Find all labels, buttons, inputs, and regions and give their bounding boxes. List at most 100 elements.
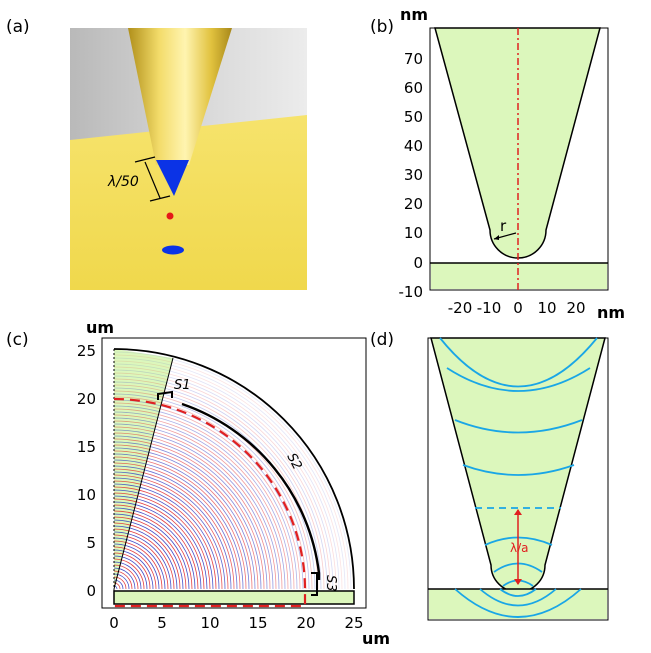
- gold-surface: [70, 115, 307, 290]
- fringe-ring: [114, 537, 166, 589]
- b-xtick: -10: [477, 299, 502, 317]
- panel-d: (d) λ/a: [370, 330, 609, 621]
- d-field-line: [462, 464, 575, 476]
- fringe-ring: [114, 480, 223, 589]
- fringe-ring: [114, 579, 124, 589]
- b-xtick: -20: [448, 299, 473, 317]
- fringe-ring: [114, 570, 133, 589]
- fringe-ring: [114, 546, 157, 589]
- gold-tip: [128, 28, 232, 165]
- fringe-ring: [114, 459, 244, 589]
- fringe-ring: [114, 426, 277, 589]
- b-radius-arrowhead: [494, 235, 499, 240]
- fringe-ring: [114, 423, 280, 589]
- c-ytick: 20: [77, 390, 96, 408]
- c-dashed-boundary: [113, 397, 307, 608]
- b-xtick: 10: [537, 299, 556, 317]
- fringe-ring: [114, 522, 181, 589]
- fringe-ring: [114, 582, 121, 589]
- fringe-ring: [114, 417, 286, 589]
- c-label-s3: S3: [323, 575, 338, 592]
- fringe-ring: [114, 381, 322, 589]
- fringe-ring: [114, 543, 160, 589]
- fringe-ring: [114, 504, 199, 589]
- fringe-ring: [114, 369, 334, 589]
- fringe-ring: [114, 408, 295, 589]
- fringe-ring: [114, 435, 268, 589]
- c-xtick: 20: [296, 614, 315, 632]
- fringe-ring: [114, 453, 250, 589]
- c-y-unit: um: [86, 318, 114, 337]
- fringe-ring: [114, 501, 202, 589]
- fringe-ring: [114, 363, 340, 589]
- c-ytick: 0: [86, 582, 96, 600]
- fringe-ring: [114, 492, 211, 589]
- fringe-ring: [114, 519, 184, 589]
- fringe-ring: [114, 432, 271, 589]
- b-y-unit: nm: [400, 5, 428, 24]
- tip-apex: [156, 160, 189, 196]
- c-xtick: 15: [248, 614, 267, 632]
- c-path-s2: [181, 402, 321, 580]
- panel-a-label: (a): [6, 17, 30, 37]
- fringe-ring: [114, 402, 301, 589]
- c-ytick: 10: [77, 486, 96, 504]
- fringe-ring: [114, 549, 154, 589]
- d-field-line: [479, 588, 557, 607]
- c-tip-edge: [113, 357, 174, 590]
- d-marker-arrow-down: [514, 579, 522, 585]
- fringe-ring: [114, 351, 352, 589]
- b-ytick: 60: [404, 79, 423, 97]
- fringe-ring: [114, 396, 307, 589]
- b-xtick: 20: [566, 299, 585, 317]
- d-field-lines: [439, 337, 598, 618]
- fringe-ring: [114, 474, 229, 589]
- d-field-line: [454, 419, 583, 434]
- d-field-line: [454, 588, 582, 618]
- fringe-ring: [114, 516, 187, 589]
- fringe-ring: [114, 477, 226, 589]
- fringe-ring: [114, 489, 214, 589]
- b-radius-label: r: [500, 217, 507, 235]
- lambda-50-label: λ/50: [107, 174, 139, 190]
- fringe-ring: [114, 576, 127, 589]
- d-field-line: [446, 367, 591, 392]
- fringe-ring: [114, 414, 289, 589]
- d-substrate: [429, 589, 607, 619]
- fringe-ring: [114, 495, 208, 589]
- fringe-ring: [114, 465, 238, 589]
- c-label-s2: S2: [283, 451, 304, 473]
- d-wavelength-label: λ/a: [510, 541, 529, 555]
- fringe-ring: [114, 399, 304, 589]
- fringe-ring: [114, 411, 292, 589]
- c-xtick: 0: [109, 614, 119, 632]
- c-bracket-s1: [157, 390, 173, 400]
- fringe-ring: [114, 573, 130, 589]
- c-ytick: 5: [86, 534, 96, 552]
- c-bracket-s3: [311, 572, 318, 596]
- blue-spot: [162, 245, 184, 255]
- panel-b-label: (b): [370, 17, 394, 37]
- fringe-ring: [114, 528, 175, 589]
- b-x-unit: nm: [597, 303, 625, 322]
- fringe-ring: [114, 507, 196, 589]
- fringe-ring: [114, 513, 190, 589]
- c-xtick: 10: [200, 614, 219, 632]
- fringe-ring: [114, 405, 298, 589]
- fringe-ring: [114, 444, 259, 589]
- b-ytick: 20: [404, 195, 423, 213]
- fringe-ring: [114, 525, 178, 589]
- fringe-ring: [114, 531, 172, 589]
- panel-c-label: (c): [6, 330, 29, 350]
- fringe-ring: [114, 360, 343, 589]
- panel-c: (c) um um S1 S2 S3 25 20 15 10 5 0 0 5 1…: [6, 318, 390, 648]
- b-xtick: 0: [513, 299, 523, 317]
- fringe-ring: [114, 372, 331, 589]
- c-outer-arc: [113, 348, 355, 590]
- fringe-ring: [114, 567, 136, 589]
- fringe-ring: [114, 468, 235, 589]
- fringe-ring: [114, 447, 256, 589]
- bracket-bottom: [149, 195, 171, 202]
- c-fringe-pattern: [114, 351, 352, 589]
- fringe-ring: [114, 450, 253, 589]
